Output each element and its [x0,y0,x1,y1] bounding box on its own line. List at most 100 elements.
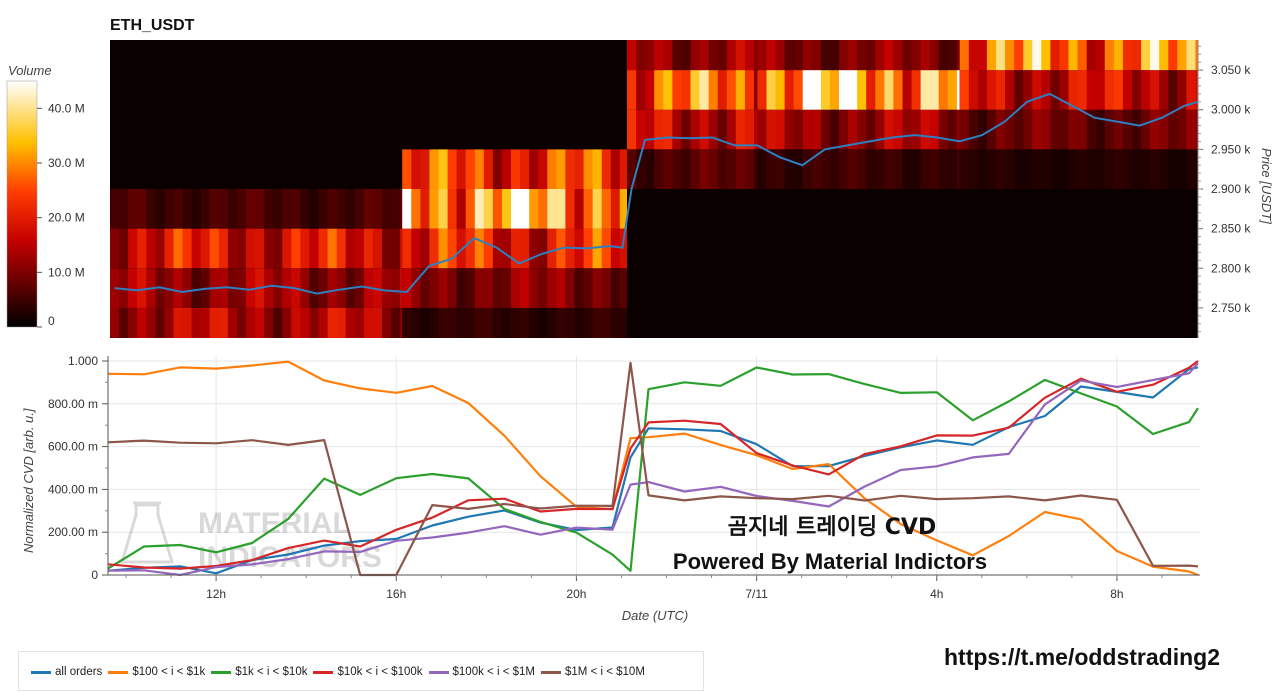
heatmap-cell [884,40,894,71]
heatmap-cell [977,109,988,150]
heatmap-cell [420,307,431,338]
heatmap-cell [654,109,664,150]
heatmap-cell [465,149,476,189]
colorbar-tick-label: 30.0 M [48,156,85,170]
heatmap-cell [173,228,184,269]
heatmap-cell [754,109,758,150]
heatmap-cell [556,268,567,308]
heatmap-cell [565,149,576,189]
heatmap-cell [1077,109,1088,150]
heatmap-cell [200,228,211,269]
heatmap-cell [402,149,412,189]
heatmap-cell [1059,109,1070,150]
heatmap-cell [483,268,494,308]
heatmap-cell [1150,40,1160,71]
heatmap-cell [911,149,922,189]
heatmap-cell [911,70,922,110]
heatmap-cell [402,189,412,229]
heatmap-cell [968,40,979,71]
heatmap-cell [309,268,320,308]
legend-item[interactable]: $1M < i < $10M [541,666,645,678]
heatmap-cell [411,189,421,229]
heatmap-cell [391,228,401,269]
heatmap-cell [938,40,949,71]
heatmap-cell [1023,40,1033,71]
heatmap-cell [372,189,383,229]
heatmap-cell [502,307,512,338]
heatmap-cell [200,307,211,338]
heatmap-cell [1014,109,1024,150]
heatmap-cell [884,109,894,150]
heatmap-cell [920,70,931,110]
heatmap-cell [300,307,311,338]
heatmap-cell [182,307,193,338]
heatmap-cell [857,70,867,110]
heatmap-cell [1050,149,1061,189]
heatmap-cell [474,307,485,338]
legend-item[interactable]: $10k < i < $100k [313,666,423,678]
legend-item[interactable]: $1k < i < $10k [211,666,307,678]
heatmap-cell [565,268,576,308]
telegram-url[interactable]: https://t.me/oddstrading2 [944,644,1220,670]
colorbar-tick-label: 20.0 M [48,211,85,225]
heatmap-cell [929,109,940,150]
heatmap-cell [447,307,458,338]
heatmap-cell [474,189,485,229]
heatmap-cell [336,307,347,338]
heatmap-cell [191,307,202,338]
heatmap-cell [839,70,849,110]
heatmap-cell [456,307,467,338]
heatmap-cell [556,189,567,229]
heatmap-cell [902,40,913,71]
heatmap-cell [610,307,621,338]
heatmap-cell [502,149,512,189]
heatmap-cell [929,40,940,71]
heatmap-cell [645,109,655,150]
heatmap-cell [690,149,701,189]
heatmap-cell [735,70,746,110]
heatmap-cell [382,189,392,229]
legend-item[interactable]: all orders [31,666,102,678]
heatmap-cell [583,268,594,308]
heatmap-cell [645,70,655,110]
heatmap-cell [400,189,403,229]
heatmap-cell [902,109,913,150]
heatmap-cell [411,228,421,269]
heatmap-cell [839,149,849,189]
heatmap-cell [627,70,637,110]
heatmap-cell [465,268,476,308]
heatmap-cell [164,189,175,229]
legend-item[interactable]: $100k < i < $1M [428,666,535,678]
heatmap-cell [857,109,867,150]
heatmap-cell [968,70,979,110]
heatmap-cell [345,307,356,338]
heatmap-cell [672,149,683,189]
heatmap-cell [627,109,637,150]
heatmap-cell [492,307,503,338]
heatmap-cell [766,70,777,110]
heatmap-cell [775,40,786,71]
heatmap-cell [829,70,840,110]
heatmap-cell [875,109,885,150]
heatmap-cell [1014,40,1024,71]
legend-item[interactable]: $100 < i < $1k [108,666,205,678]
heatmap-cell [1041,40,1051,71]
heatmap-cell [1005,109,1015,150]
colorbar-tick-label: 10.0 M [48,265,85,279]
heatmap-cell [429,307,440,338]
colorbar-title: Volume [8,63,52,78]
heatmap-cell [947,40,958,71]
heatmap-cell [137,228,147,269]
heatmap-cell [977,70,988,110]
heatmap-cell [811,40,822,71]
heatmap-cell [820,70,831,110]
heatmap-cell [1186,149,1197,189]
heatmap-cell [968,109,979,150]
heatmap-cell [601,228,612,269]
cvd-y-tick-label: 0 [91,568,98,582]
heatmap-cell [391,307,401,338]
heatmap-cell [218,228,229,269]
heatmap-cell [1186,109,1197,150]
heatmap-cell [996,109,1006,150]
